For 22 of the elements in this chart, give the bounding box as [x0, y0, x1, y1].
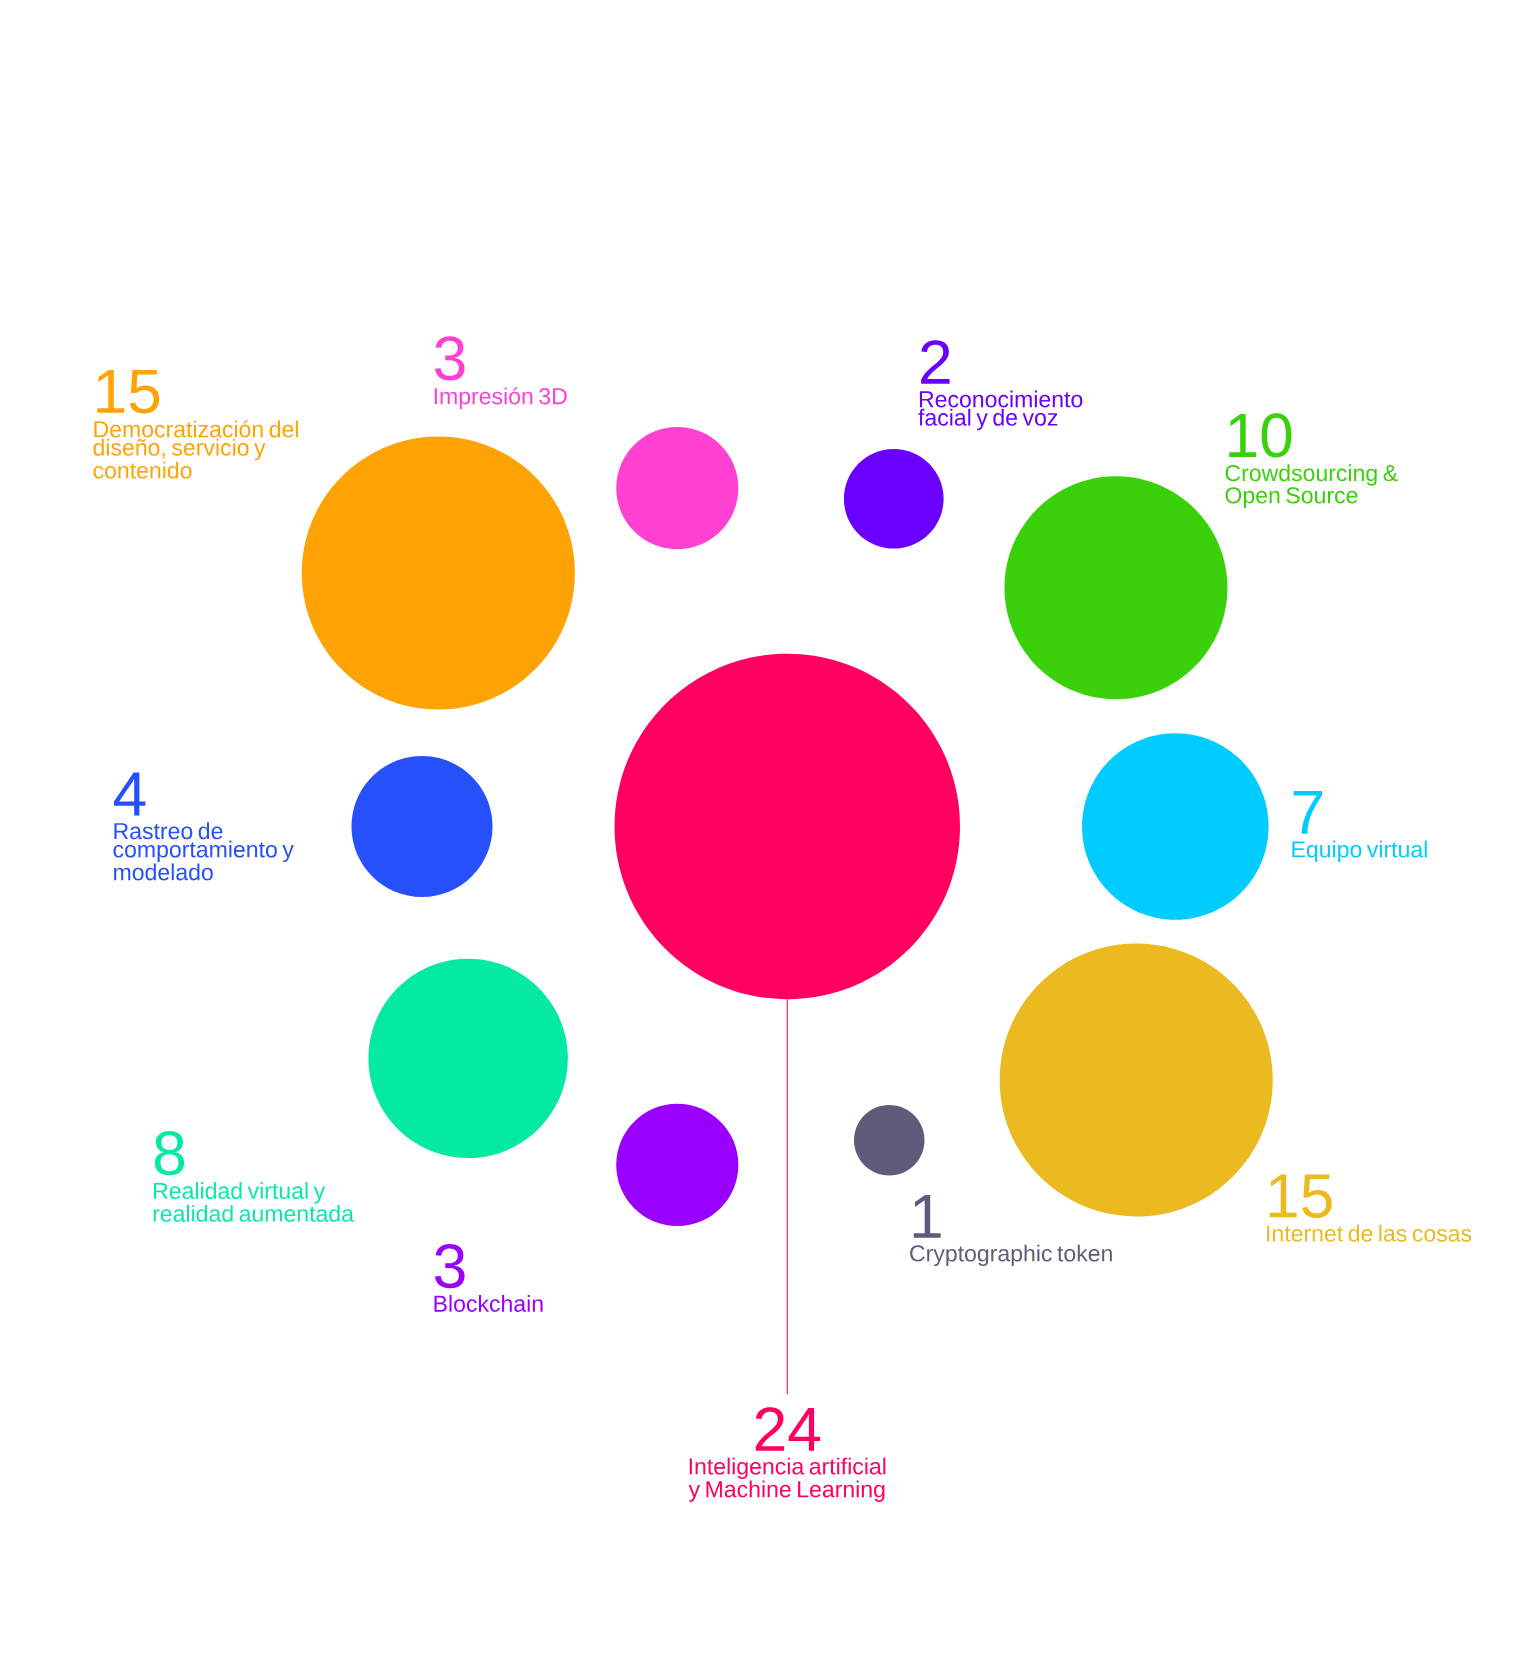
data-label: 1 — [913, 1194, 941, 1238]
category-label: Realidad virtual y realidad aumentada — [153, 1182, 354, 1222]
data-label: 15 — [1269, 1174, 1332, 1218]
data-label: 3 — [434, 336, 465, 381]
category-label: Rastreo de comportamiento y modelado — [113, 822, 294, 881]
category-label: Equipo virtual — [1292, 840, 1427, 863]
category-label: Crowdsourcing & Open Source — [1225, 464, 1398, 509]
data-label: 15 — [97, 369, 160, 414]
category-label: Cryptographic token — [910, 1244, 1112, 1267]
category-label: Inteligencia artificial y Machine Learning — [688, 1457, 886, 1502]
data-label: 3 — [434, 1244, 465, 1289]
data-label: 4 — [113, 772, 146, 816]
category-label: Impresión 3D — [434, 387, 567, 409]
category-label: Blockchain — [434, 1294, 543, 1312]
data-label: 8 — [154, 1131, 185, 1176]
data-label: 2 — [921, 340, 950, 384]
category-label: Democratización del diseño, servicio y contenido — [93, 420, 298, 479]
category-label: Reconocimiento facial y de voz — [918, 390, 1083, 431]
data-label: 7 — [1293, 790, 1323, 834]
data-label: 24 — [755, 1407, 821, 1451]
data-label: 10 — [1229, 413, 1292, 458]
category-label: Internet de las cosas — [1267, 1224, 1472, 1242]
